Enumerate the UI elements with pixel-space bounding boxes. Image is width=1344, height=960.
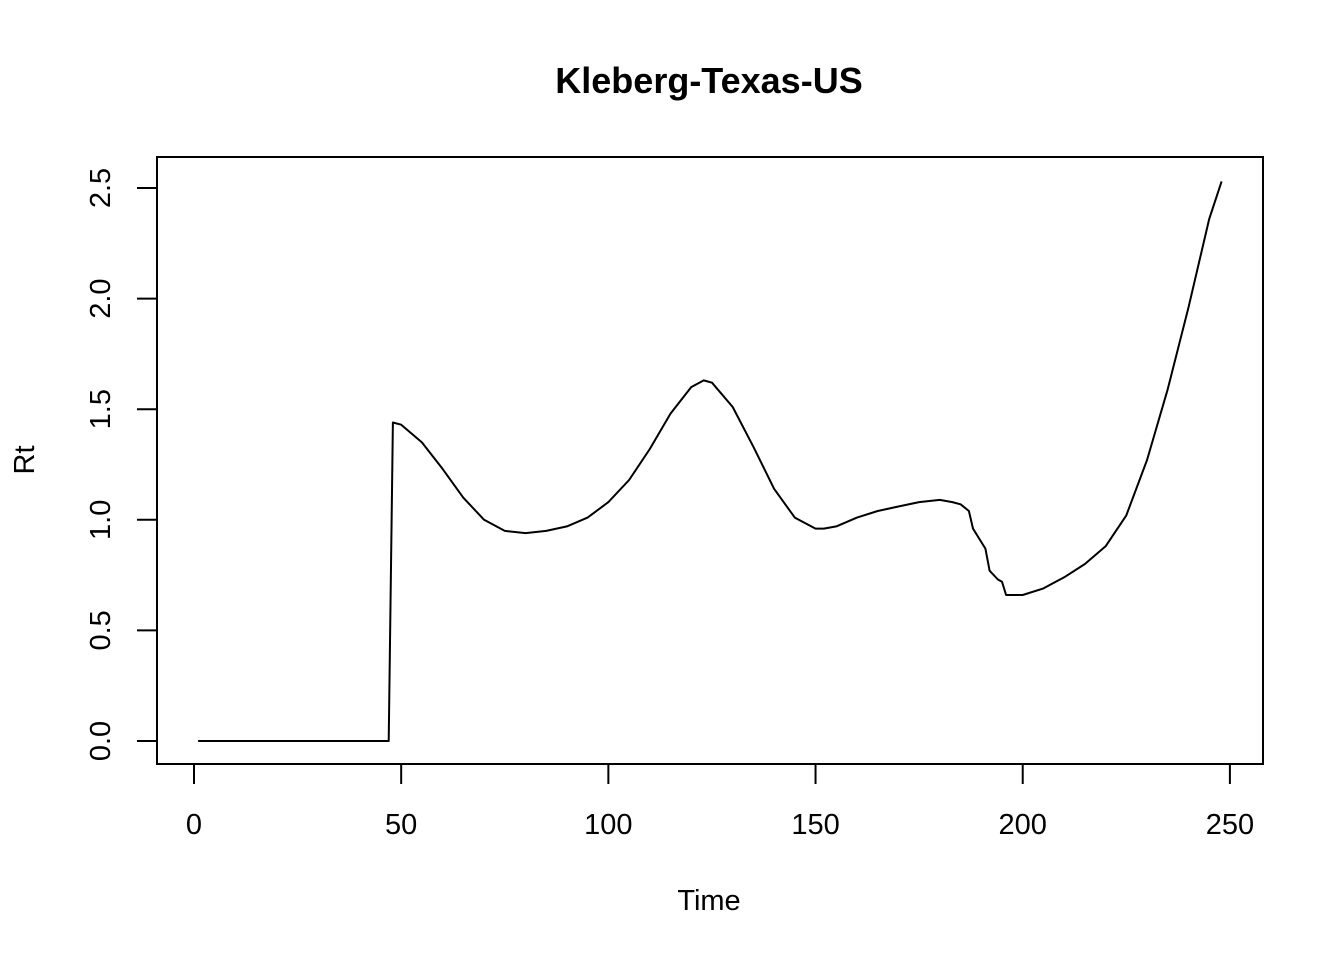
x-tick-label: 100 [584,809,632,841]
chart-title: Kleberg-Texas-US [555,60,862,101]
x-tick-label: 50 [385,809,417,841]
series-line [198,181,1223,742]
y-axis: 0.0 0.5 1.0 1.5 2.0 2.5 [85,168,158,761]
y-tick-label: 1.0 [85,500,117,540]
x-tick-label: 250 [1206,809,1254,841]
y-axis-label: Rt [9,446,41,475]
y-tick-label: 0.5 [85,610,117,650]
y-tick-label: 0.0 [85,721,117,761]
x-tick-label: 200 [999,809,1047,841]
y-tick-label: 1.5 [85,389,117,429]
y-tick-label: 2.0 [85,278,117,318]
plot-frame [156,156,1264,765]
x-axis-label: Time [677,885,740,917]
y-tick-label: 2.5 [85,168,117,208]
x-tick-label: 0 [186,809,202,841]
x-axis: 0 50 100 150 200 250 [186,763,1254,841]
x-tick-label: 150 [791,809,839,841]
